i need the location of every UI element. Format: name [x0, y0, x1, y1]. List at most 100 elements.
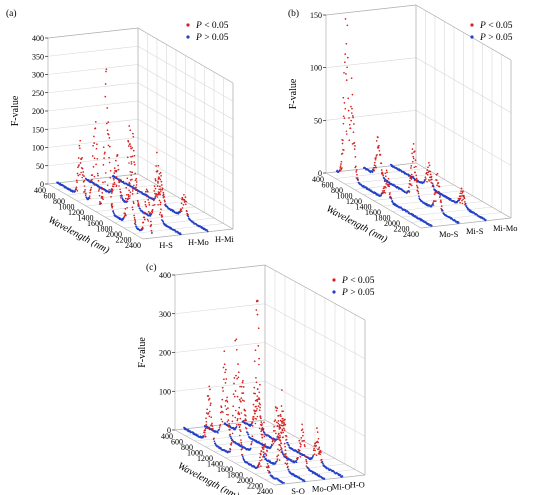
point-significant [224, 371, 226, 374]
point-significant [204, 429, 207, 432]
point-significant [223, 363, 226, 366]
point-significant [111, 205, 114, 208]
point-significant [280, 446, 282, 449]
point-significant [463, 197, 466, 200]
point-significant [318, 446, 321, 449]
floor-gridline [204, 436, 296, 447]
point-significant [256, 395, 259, 397]
point-significant [413, 179, 416, 182]
point-significant [95, 163, 97, 166]
point-significant [375, 157, 377, 159]
point-significant [207, 427, 209, 430]
point-significant [305, 460, 308, 463]
point-significant [203, 431, 206, 434]
point-significant [224, 382, 227, 384]
point-significant [159, 193, 161, 196]
point-significant [297, 457, 299, 459]
point-significant [94, 121, 97, 123]
point-significant [320, 458, 323, 461]
point-significant [410, 173, 413, 176]
point-significant [276, 407, 279, 410]
point-significant [261, 423, 263, 425]
legend-marker-not-significant [470, 35, 474, 39]
point-significant [231, 420, 234, 423]
point-significant [129, 179, 132, 181]
point-significant [133, 161, 135, 163]
point-significant [181, 207, 184, 209]
side-gridline [174, 342, 266, 353]
point-significant [356, 177, 359, 179]
point-significant [314, 442, 317, 444]
point-significant [461, 202, 464, 205]
point-significant [412, 143, 415, 145]
point-not-significant [241, 455, 244, 458]
point-significant [205, 417, 207, 420]
point-significant [82, 171, 85, 173]
point-significant [108, 137, 111, 139]
point-significant [272, 442, 275, 445]
point-significant [81, 157, 83, 159]
point-significant [260, 433, 263, 436]
point-significant [146, 190, 149, 193]
point-significant [389, 192, 391, 194]
point-significant [258, 402, 261, 404]
point-significant [79, 162, 82, 164]
point-not-significant [281, 450, 283, 452]
point-not-significant [74, 190, 77, 193]
point-significant [132, 188, 134, 190]
point-significant [228, 423, 230, 425]
point-significant [129, 191, 132, 193]
point-significant [159, 188, 162, 190]
point-significant [147, 210, 150, 213]
point-significant [79, 173, 81, 176]
point-significant [435, 179, 438, 182]
floor-gridline [123, 217, 215, 229]
point-significant [280, 448, 282, 451]
point-significant [82, 181, 85, 183]
point-significant [157, 182, 159, 184]
point-significant [130, 161, 133, 163]
point-significant [221, 386, 224, 389]
point-not-significant [208, 427, 211, 429]
point-significant [461, 199, 463, 202]
point-not-significant [339, 474, 342, 476]
point-significant [117, 168, 120, 171]
point-significant [429, 173, 432, 176]
point-significant [89, 197, 91, 200]
point-significant [241, 392, 243, 394]
point-significant [238, 426, 241, 428]
x-tick-label: 1800 [97, 225, 113, 234]
point-significant [160, 208, 162, 211]
point-significant [157, 180, 159, 183]
point-significant [145, 188, 148, 191]
point-significant [258, 427, 261, 430]
point-significant [430, 175, 433, 178]
y-axis-label: F-value [137, 337, 148, 368]
point-significant [342, 115, 345, 118]
legend-marker-not-significant [332, 290, 336, 294]
point-significant [345, 42, 348, 45]
point-not-significant [165, 224, 167, 226]
point-significant [318, 448, 320, 450]
point-significant [344, 53, 347, 55]
x-tick-label: 800 [331, 186, 343, 195]
point-significant [152, 197, 155, 200]
x-tick-label: 2200 [394, 225, 410, 234]
side-gridline [47, 82, 139, 94]
legend-marker-not-significant [186, 35, 190, 39]
point-significant [186, 210, 188, 213]
point-significant [272, 437, 275, 440]
point-significant [157, 164, 160, 167]
x-tick-label: 1400 [78, 214, 94, 223]
point-significant [260, 417, 262, 420]
point-significant [274, 429, 276, 432]
series-label: Mo-O [312, 484, 333, 494]
point-significant [385, 169, 388, 172]
point-significant [377, 136, 379, 139]
point-significant [233, 382, 235, 385]
point-significant [282, 436, 284, 438]
point-significant [225, 399, 228, 402]
point-significant [283, 429, 286, 431]
point-significant [107, 121, 110, 123]
point-significant [110, 188, 113, 191]
